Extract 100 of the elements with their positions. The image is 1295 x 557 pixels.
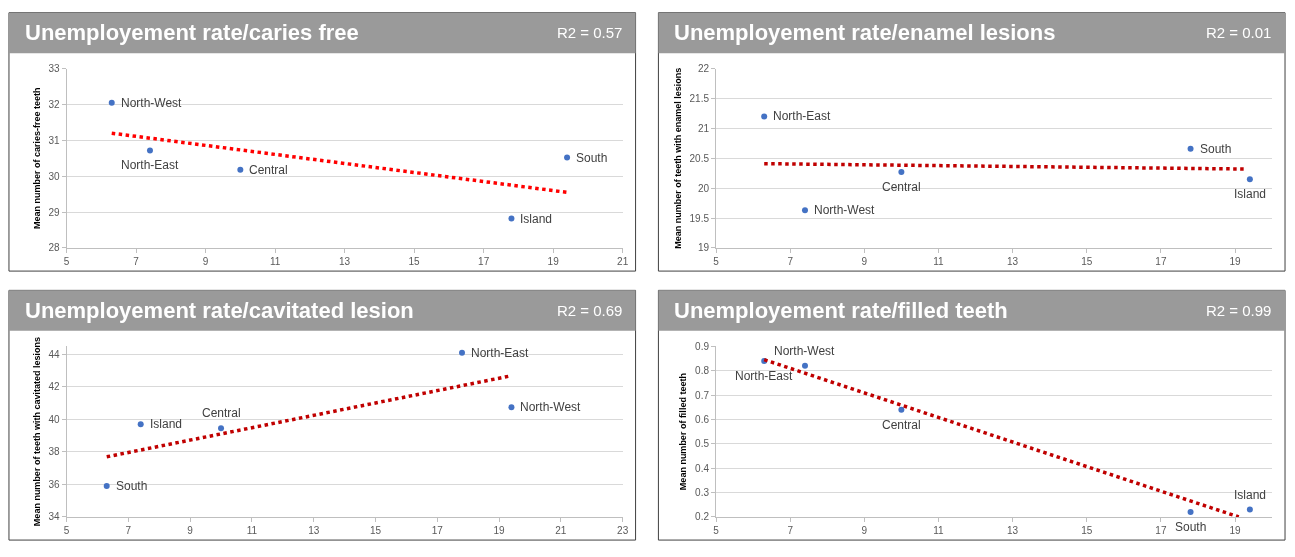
y-axis-title: Mean number of filled teeth: [678, 373, 689, 491]
x-tick-label: 9: [202, 255, 209, 267]
y-tick-label: 0.8: [695, 365, 710, 377]
y-tick-label: 33: [48, 63, 60, 75]
annotation: South: [1175, 520, 1207, 534]
x-tick-label: 17: [1155, 524, 1167, 536]
y-tick-label: 32: [48, 98, 60, 110]
x-tick-label: 23: [617, 524, 629, 536]
point: [801, 362, 808, 369]
x-tick-label: 13: [339, 255, 351, 267]
text: R2 = 0.01: [1206, 24, 1272, 41]
y-tick-label: 19.5: [689, 212, 710, 224]
point: [146, 147, 153, 154]
x-tick-label: 5: [713, 524, 720, 536]
point: [761, 113, 768, 120]
x-tick-label: 11: [269, 255, 281, 267]
chart-title: Unemployement rate/caries free: [25, 20, 359, 45]
annotation: North-East: [121, 158, 180, 172]
x-tick-label: 13: [308, 524, 320, 536]
y-tick-label: 31: [48, 134, 60, 146]
y-tick-label: 30: [48, 170, 60, 182]
x-tick-label: 9: [861, 255, 868, 267]
y-tick-label: 0.5: [695, 438, 710, 450]
y-tick-label: 0.6: [695, 413, 710, 425]
x-tick-label: 13: [1007, 255, 1019, 267]
annotation: Island: [150, 417, 183, 431]
annotation: Island: [1234, 488, 1267, 502]
point: [508, 215, 515, 222]
x-tick-label: 15: [369, 524, 382, 536]
text: R2 = 0.99: [1206, 302, 1272, 319]
annotation: South: [1200, 142, 1232, 156]
x-tick-label: 19: [1229, 255, 1242, 267]
x-tick-label: 7: [133, 255, 140, 267]
y-tick-label: 0.3: [695, 487, 710, 499]
x-tick-label: 7: [787, 255, 794, 267]
point: [1187, 145, 1194, 152]
x-tick-label: 15: [1081, 524, 1093, 536]
annotation: South: [116, 479, 148, 493]
point: [564, 154, 571, 161]
point: [508, 404, 515, 411]
x-tick-label: 17: [431, 524, 444, 536]
chart-title: Unemployement rate/filled teeth: [674, 298, 1008, 323]
y-tick-label: 28: [48, 242, 60, 254]
annotation: South: [576, 151, 608, 165]
x-tick-label: 13: [1007, 524, 1019, 536]
annotation: North-West: [774, 344, 836, 358]
y-tick-label: 40: [48, 413, 60, 425]
point: [108, 99, 115, 106]
annotation: North-East: [471, 346, 530, 360]
text: R2 = 0.57: [557, 24, 623, 41]
x-tick-label: 11: [933, 255, 945, 267]
y-tick-label: 0.2: [695, 511, 710, 523]
y-tick-label: 19: [697, 242, 710, 254]
point: [1187, 509, 1194, 516]
y-axis-title: Mean number of caries-free teeth: [31, 87, 42, 230]
y-tick-label: 20.5: [689, 152, 710, 164]
x-tick-label: 5: [63, 524, 70, 536]
annotation: North-West: [814, 203, 876, 217]
chart-title: Unemployement rate/cavitated lesion: [25, 298, 414, 323]
y-tick-label: 44: [48, 348, 60, 360]
annotation: North-West: [121, 96, 183, 110]
x-tick-label: 7: [787, 524, 794, 536]
x-tick-label: 11: [933, 524, 945, 536]
x-tick-label: 19: [547, 255, 560, 267]
annotation: Island: [520, 212, 553, 226]
x-tick-label: 9: [861, 524, 868, 536]
point: [459, 349, 466, 356]
y-tick-label: 0.7: [695, 389, 710, 401]
x-tick-label: 7: [125, 524, 132, 536]
x-tick-label: 5: [63, 255, 70, 267]
annotation: North-East: [735, 369, 794, 383]
point: [103, 483, 110, 490]
y-tick-label: 36: [48, 478, 60, 490]
x-tick-label: 11: [246, 524, 258, 536]
point: [237, 166, 244, 173]
chart-title: Unemployement rate/enamel lesions: [674, 20, 1056, 45]
annotation: North-East: [773, 109, 832, 123]
x-tick-label: 19: [1229, 524, 1242, 536]
point: [137, 421, 144, 428]
y-tick-label: 42: [48, 381, 60, 393]
x-tick-label: 17: [1155, 255, 1167, 267]
annotation: North-West: [520, 400, 582, 414]
x-tick-label: 15: [1081, 255, 1093, 267]
x-tick-label: 21: [617, 255, 629, 267]
y-tick-label: 22: [697, 63, 710, 75]
point: [1246, 506, 1253, 513]
y-tick-label: 20: [697, 182, 710, 194]
y-tick-label: 34: [48, 511, 60, 523]
x-tick-label: 17: [478, 255, 490, 267]
y-axis-title: Mean number of teeth with enamel lesions: [672, 67, 683, 249]
x-tick-label: 15: [408, 255, 421, 267]
y-tick-label: 21: [697, 122, 710, 134]
y-tick-label: 29: [48, 206, 60, 218]
annotation: Central: [202, 406, 241, 420]
annotation: Central: [882, 180, 921, 194]
y-tick-label: 0.4: [695, 462, 710, 474]
point: [898, 169, 905, 176]
annotation: Central: [882, 418, 921, 432]
point: [218, 425, 225, 432]
point: [898, 406, 905, 413]
